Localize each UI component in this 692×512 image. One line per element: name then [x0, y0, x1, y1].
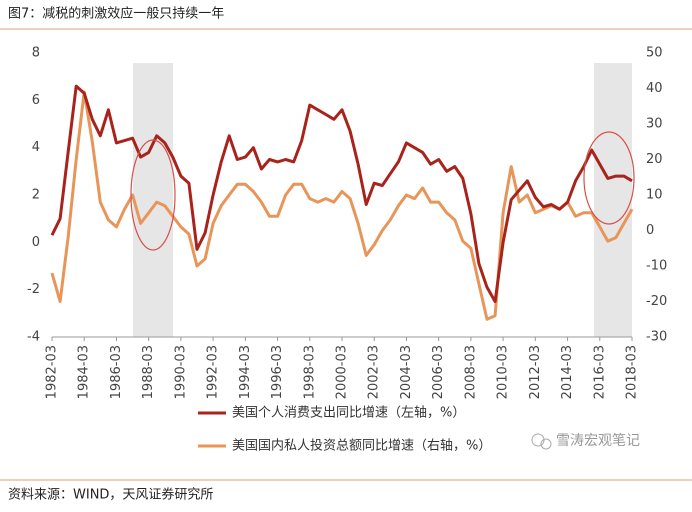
x-tick-label: 2004-03 [399, 345, 414, 399]
y-tick-label: 6 [32, 93, 40, 108]
highlight-circle [583, 131, 635, 225]
y2-tick-label: 40 [646, 81, 663, 96]
x-tick-label: 2018-03 [625, 345, 640, 399]
y2-tick-label: 0 [646, 223, 654, 238]
x-tick-label: 2010-03 [496, 345, 511, 399]
series-line [50, 90, 634, 321]
x-tick-label: 2014-03 [560, 345, 575, 399]
y2-tick-label: 20 [646, 152, 663, 167]
x-tick-label: 2016-03 [592, 345, 607, 399]
y2-tick-label: 50 [646, 46, 663, 61]
x-tick-label: 1992-03 [206, 345, 221, 399]
y-tick-label: 8 [32, 46, 40, 61]
x-tick-label: 2012-03 [528, 345, 543, 399]
x-tick-label: 1996-03 [270, 345, 285, 399]
y2-tick-label: -20 [646, 294, 667, 309]
x-tick-label: 2008-03 [463, 345, 478, 399]
x-tick-label: 1990-03 [173, 345, 188, 399]
x-tick-label: 1982-03 [45, 345, 60, 399]
watermark: 雪涛宏观笔记 [531, 433, 640, 450]
highlight-circle [130, 139, 176, 251]
source: 资料来源：WIND，天风证券研究所 [8, 487, 213, 503]
x-tick-label: 1998-03 [302, 345, 317, 399]
watermark-icon [540, 438, 552, 450]
y-tick-label: -2 [27, 282, 40, 297]
y2-tick-label: -10 [646, 259, 667, 274]
x-tick-label: 2006-03 [431, 345, 446, 399]
legend-label: 美国国内私人投资总额同比增速（右轴，%） [232, 438, 491, 454]
shade [594, 63, 632, 337]
y2-tick-label: 30 [646, 117, 663, 132]
x-tick-label: 2002-03 [367, 345, 382, 399]
shade [133, 63, 173, 337]
watermark-icon [531, 433, 545, 447]
x-tick-label: 1988-03 [141, 345, 156, 399]
chart-title: 图7：减税的刺激效应一般只持续一年 [8, 6, 224, 22]
y2-tick-label: -30 [646, 330, 667, 345]
y-tick-label: -4 [27, 330, 40, 345]
x-tick-label: 2000-03 [335, 345, 350, 399]
legend-label: 美国个人消费支出同比增速（左轴，%） [232, 406, 465, 421]
y-tick-label: 0 [32, 235, 40, 250]
x-tick-label: 1986-03 [109, 345, 124, 399]
watermark-text: 雪涛宏观笔记 [556, 433, 640, 449]
y-tick-label: 4 [32, 140, 40, 155]
y-tick-label: 2 [32, 188, 40, 203]
series-line [50, 84, 633, 303]
x-tick-label: 1994-03 [238, 345, 253, 399]
x-tick-label: 1984-03 [77, 345, 92, 399]
y2-tick-label: 10 [646, 188, 663, 203]
